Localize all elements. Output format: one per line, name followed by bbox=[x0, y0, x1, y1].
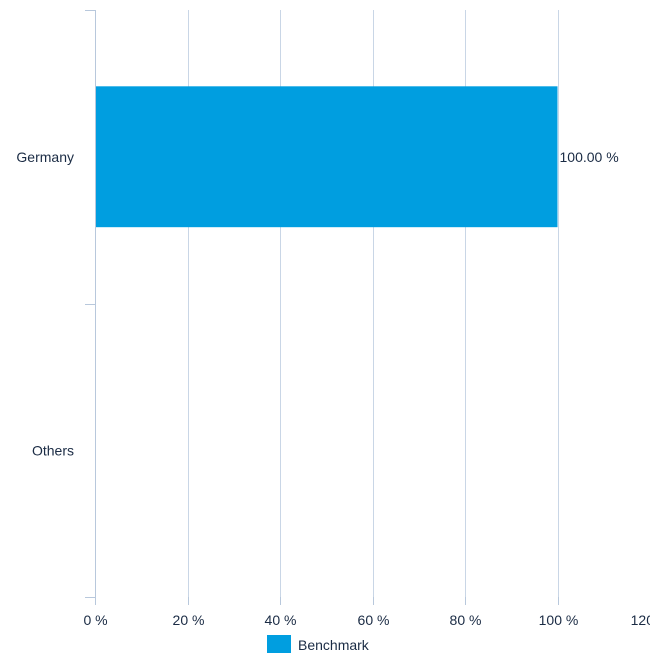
legend[interactable]: Benchmark bbox=[267, 635, 370, 653]
category-label: Germany bbox=[16, 149, 74, 165]
legend-label[interactable]: Benchmark bbox=[298, 637, 370, 653]
x-tick-label: 100 % bbox=[539, 612, 579, 628]
bars bbox=[95, 86, 558, 227]
x-tick-label: 80 % bbox=[450, 612, 482, 628]
legend-swatch[interactable] bbox=[267, 635, 291, 653]
data-label: 100.00 % bbox=[560, 149, 619, 165]
x-tick-label: 0 % bbox=[83, 612, 107, 628]
x-tick-label: 40 % bbox=[265, 612, 297, 628]
x-tick-label: 120 % bbox=[631, 612, 650, 628]
x-tick-label: 20 % bbox=[173, 612, 205, 628]
bar[interactable] bbox=[95, 86, 558, 227]
x-tick-label: 60 % bbox=[358, 612, 390, 628]
category-label: Others bbox=[32, 442, 74, 458]
